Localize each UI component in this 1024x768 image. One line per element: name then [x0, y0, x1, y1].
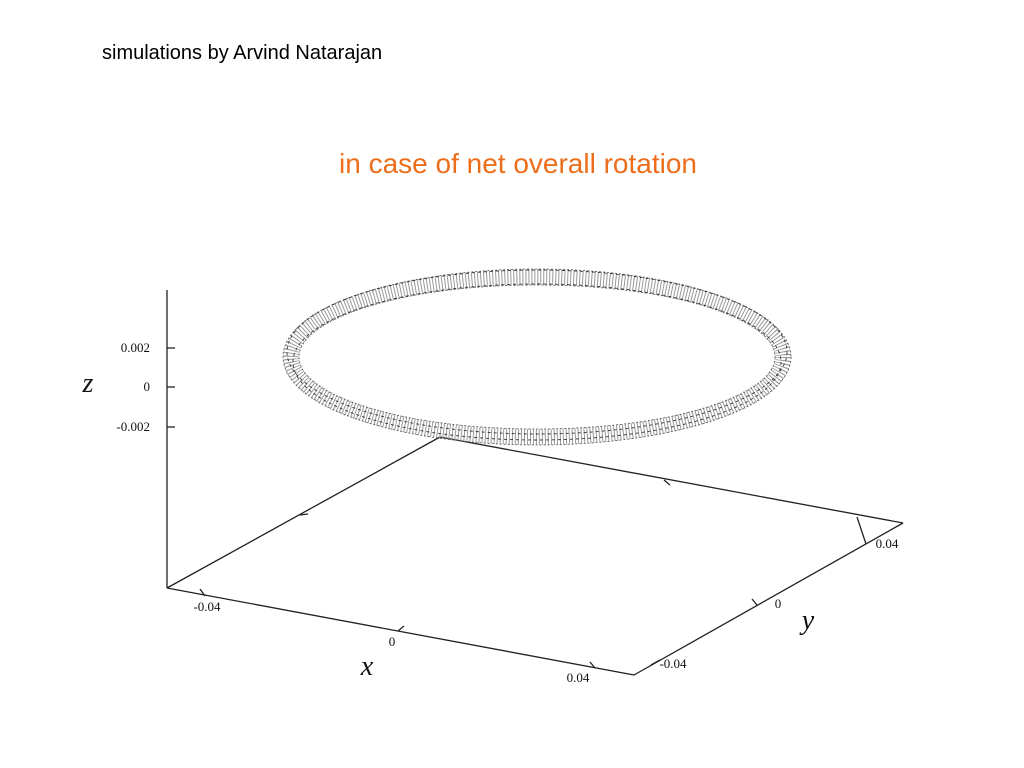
x-tick	[199, 588, 206, 597]
credit: simulations by Arvind Natarajan	[102, 42, 382, 64]
y-tick	[650, 659, 661, 666]
x-axis-line	[166, 587, 635, 676]
y-tick-label: 0	[775, 596, 782, 611]
x-tick-label: 0.04	[567, 670, 590, 685]
ring-band	[283, 269, 791, 445]
z-tick-label: 0	[144, 379, 151, 394]
y-tick-label: 0.04	[876, 536, 899, 551]
y-tick	[751, 598, 758, 606]
z-tick-label: 0.002	[121, 340, 150, 355]
y-axis-line	[633, 522, 904, 676]
ring-mid	[292, 283, 782, 441]
x-tick	[589, 661, 596, 669]
y-tick	[856, 516, 867, 545]
slide-title: in case of net overall rotation	[339, 148, 697, 179]
ring	[282, 268, 792, 446]
x-tick	[397, 625, 405, 632]
y-axis-label: y	[799, 605, 815, 636]
z-tick-label: -0.002	[116, 419, 150, 434]
x-tick-label: 0	[389, 634, 396, 649]
y-tick-label: -0.04	[659, 656, 687, 671]
grid-tick	[663, 479, 671, 486]
ring-outer	[282, 268, 792, 446]
back-edge	[439, 436, 904, 524]
x-tick-label: -0.04	[193, 599, 221, 614]
z-axis-label: z	[82, 368, 94, 399]
labels: 0.002 0 -0.002 z -0.04 0 0.04 x 0.04 0 -…	[82, 340, 899, 685]
x-axis-label: x	[360, 651, 374, 682]
grid-tick	[299, 513, 309, 516]
back-edge	[166, 436, 441, 589]
axes	[166, 290, 904, 676]
ring-inner	[298, 284, 776, 430]
ring-mid	[286, 269, 788, 435]
